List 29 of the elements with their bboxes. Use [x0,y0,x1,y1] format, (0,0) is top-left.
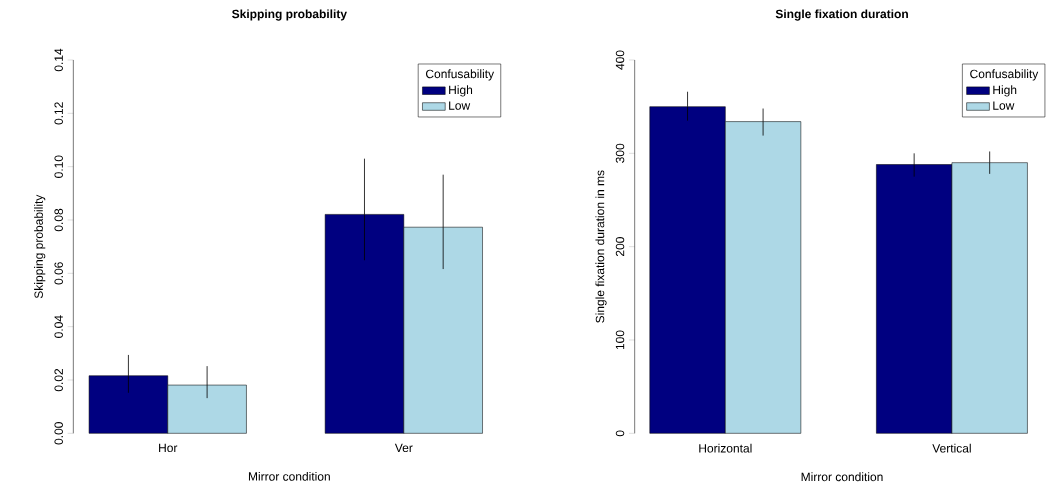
y-tick-label: 0.00 [54,422,63,445]
x-tick-label: Horizontal [699,443,752,453]
chart-title: Skipping probability [232,9,347,21]
legend-label: Low [449,101,471,110]
y-axis-title: Single fixation duration in ms [595,170,607,323]
legend-label: Low [993,101,1015,110]
y-tick-label: 200 [615,237,625,257]
y-tick-label: 0 [615,430,625,437]
y-tick-label: 0.14 [54,48,63,72]
x-tick-label: Ver [394,443,413,453]
y-axis-title: Skipping probability [34,194,46,299]
y-tick-label: 0.10 [54,155,63,178]
y-tick-label: 0.04 [54,315,63,338]
x-axis-title: Mirror condition [248,471,330,481]
y-tick-label: 0.02 [54,368,63,392]
legend-label: High [449,85,473,97]
legend-title: Confusability [970,69,1039,81]
y-tick-label: 0.12 [54,102,63,125]
y-tick-label: 400 [615,50,625,70]
y-tick-label: 100 [615,330,625,350]
y-tick-label: 300 [615,143,625,163]
legend-label: High [993,85,1017,97]
legend-title: Confusability [425,69,495,81]
y-tick-label: 0.08 [54,208,63,232]
chart-title: Single fixation duration [775,9,908,21]
y-tick-label: 0.06 [54,262,63,285]
x-tick-label: Hor [159,443,178,453]
x-axis-title: Mirror condition [801,472,883,482]
x-tick-label: Vertical [932,443,971,453]
